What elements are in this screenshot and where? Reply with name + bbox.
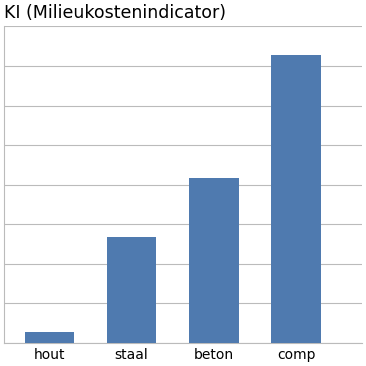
Text: KI (Milieukostenindicator): KI (Milieukostenindicator)	[4, 4, 226, 22]
Bar	[25, 332, 74, 343]
Bar	[107, 238, 156, 343]
Bar	[189, 178, 239, 343]
Bar	[271, 55, 321, 343]
